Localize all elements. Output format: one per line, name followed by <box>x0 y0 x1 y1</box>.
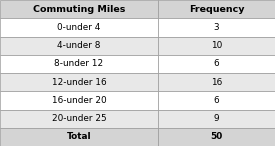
Text: 0-under 4: 0-under 4 <box>57 23 101 32</box>
Text: 16: 16 <box>211 78 222 87</box>
Bar <box>0 91 158 110</box>
Text: 20-under 25: 20-under 25 <box>52 114 106 123</box>
Text: Commuting Miles: Commuting Miles <box>33 5 125 14</box>
Bar <box>0 0 158 18</box>
Text: Total: Total <box>67 132 91 141</box>
Bar <box>158 55 275 73</box>
Text: 12-under 16: 12-under 16 <box>52 78 106 87</box>
Text: Frequency: Frequency <box>189 5 244 14</box>
Bar <box>0 36 158 55</box>
Text: 6: 6 <box>214 96 219 105</box>
Text: 10: 10 <box>211 41 222 50</box>
Text: 3: 3 <box>214 23 219 32</box>
Text: 50: 50 <box>210 132 223 141</box>
Text: 16-under 20: 16-under 20 <box>52 96 106 105</box>
Bar <box>0 55 158 73</box>
Bar <box>158 73 275 91</box>
Bar <box>0 18 158 36</box>
Bar <box>158 36 275 55</box>
Text: 8-under 12: 8-under 12 <box>54 59 104 68</box>
Bar <box>0 73 158 91</box>
Bar <box>158 18 275 36</box>
Text: 6: 6 <box>214 59 219 68</box>
Bar <box>158 110 275 128</box>
Text: 9: 9 <box>214 114 219 123</box>
Bar <box>0 128 158 146</box>
Bar <box>158 128 275 146</box>
Text: 4-under 8: 4-under 8 <box>57 41 101 50</box>
Bar <box>158 91 275 110</box>
Bar <box>0 110 158 128</box>
Bar <box>158 0 275 18</box>
